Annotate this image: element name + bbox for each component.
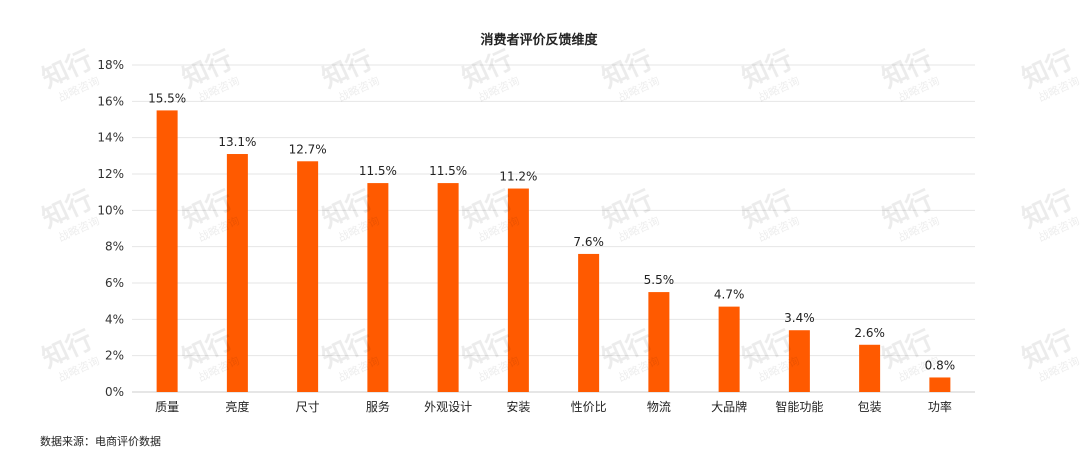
bar <box>648 292 670 392</box>
x-tick-label: 包装 <box>858 400 882 414</box>
x-tick-label: 功率 <box>928 399 952 414</box>
data-label: 13.1% <box>218 135 256 149</box>
data-label: 15.5% <box>148 91 186 105</box>
data-label: 5.5% <box>644 273 675 287</box>
bar <box>437 183 459 392</box>
x-tick-label: 智能功能 <box>775 399 823 414</box>
y-tick-label: 6% <box>105 276 124 290</box>
bars <box>156 110 951 393</box>
data-label: 4.7% <box>714 288 745 302</box>
bar <box>367 183 389 392</box>
data-labels: 15.5% 13.1% 12.7% 11.5% 11.5% 11.2% 7.6% 5.5% 4.… <box>148 91 955 372</box>
data-label: 11.5% <box>359 164 397 178</box>
bar <box>507 188 529 392</box>
y-tick-label: 18% <box>97 58 124 72</box>
bar <box>929 377 951 392</box>
x-tick-label: 性价比 <box>571 400 607 414</box>
x-tick-label: 大品牌 <box>711 400 747 414</box>
data-label: 3.4% <box>784 311 815 325</box>
y-tick-label: 14% <box>97 131 124 145</box>
x-tick-label: 尺寸 <box>296 400 320 414</box>
bar <box>156 110 178 393</box>
y-tick-label: 4% <box>105 312 124 326</box>
source-note: 数据来源：电商评价数据 <box>40 435 161 448</box>
grid <box>132 64 975 393</box>
x-axis: 质量 亮度 尺寸 服务 外观设计 安装 性价比 物流 大品牌 智能功能 包装 功率 <box>155 399 952 414</box>
data-label: 2.6% <box>854 326 885 340</box>
data-label: 12.7% <box>289 142 327 156</box>
bar <box>578 253 600 392</box>
y-tick-label: 10% <box>97 203 124 217</box>
x-tick-label: 服务 <box>366 399 390 414</box>
bar <box>788 330 810 392</box>
data-label: 11.2% <box>499 170 537 184</box>
x-tick-label: 物流 <box>647 400 671 414</box>
y-tick-label: 16% <box>97 94 124 108</box>
y-tick-label: 12% <box>97 167 124 181</box>
x-tick-label: 安装 <box>506 399 530 414</box>
data-label: 11.5% <box>429 164 467 178</box>
chart-title: 消费者评价反馈维度 <box>480 32 598 48</box>
bar <box>297 161 319 392</box>
y-tick-label: 8% <box>105 240 124 254</box>
data-label: 7.6% <box>573 235 604 249</box>
y-tick-label: 2% <box>105 349 124 363</box>
bar <box>226 154 248 392</box>
x-tick-label: 亮度 <box>225 399 249 414</box>
data-label: 0.8% <box>925 358 956 372</box>
x-tick-label: 外观设计 <box>424 400 472 414</box>
bar <box>859 344 881 392</box>
x-tick-label: 质量 <box>155 400 179 414</box>
y-axis: 0% 2% 4% 6% 8% 10% 12% 14% 16% 18% <box>97 58 124 399</box>
bar <box>718 306 740 392</box>
y-tick-label: 0% <box>105 385 124 399</box>
